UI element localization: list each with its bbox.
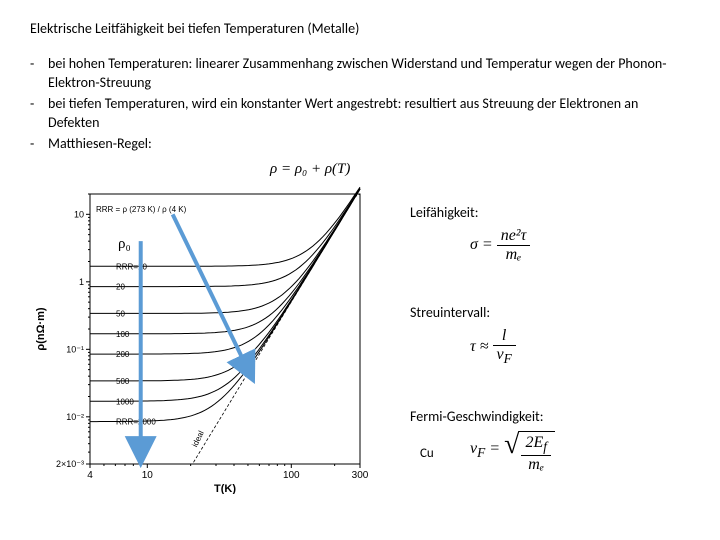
- svg-text:RRR=10: RRR=10: [116, 263, 147, 272]
- interval-section: Streuintervall: τ ≈ lvF: [410, 304, 555, 367]
- svg-text:1: 1: [79, 277, 84, 287]
- svg-text:10⁻¹: 10⁻¹: [66, 345, 84, 355]
- svg-text:T(K): T(K): [214, 483, 236, 494]
- svg-text:300: 300: [352, 470, 369, 481]
- list-item: -Matthiesen-Regel:: [30, 135, 690, 154]
- svg-text:10: 10: [74, 210, 84, 220]
- rho0-label: ρ₀: [118, 236, 131, 253]
- svg-text:500: 500: [116, 377, 130, 386]
- svg-text:10⁻²: 10⁻²: [66, 412, 84, 422]
- svg-text:RRR = ρ (273 K) / ρ (4 K): RRR = ρ (273 K) / ρ (4 K): [96, 205, 187, 214]
- fermi-section: Fermi-Geschwindigkeit: vF = √2Efmₑ: [410, 408, 555, 474]
- matthiesen-formula: ρ = ρ₀ + ρ(T): [270, 161, 690, 178]
- svg-text:50: 50: [116, 310, 125, 319]
- svg-text:1000: 1000: [116, 398, 134, 407]
- svg-text:ideal: ideal: [190, 430, 206, 449]
- list-item: -bei tiefen Temperaturen, wird ein konst…: [30, 95, 690, 133]
- svg-text:4: 4: [87, 470, 93, 481]
- conductivity-eq: σ = ne²τmₑ: [470, 227, 555, 264]
- svg-text:10: 10: [142, 470, 154, 481]
- fermi-label: Fermi-Geschwindigkeit:: [410, 408, 555, 425]
- interval-label: Streuintervall:: [410, 304, 555, 321]
- svg-text:20: 20: [116, 283, 125, 292]
- list-item: -bei hohen Temperaturen: linearer Zusamm…: [30, 55, 690, 93]
- resistivity-chart: 4 10 100 300 T(K) 2×10⁻³ 10⁻² 10⁻¹ 1 10 ρ(nΩ·m) RRR…: [30, 184, 370, 494]
- svg-text:100: 100: [116, 330, 130, 339]
- page-title: Elektrische Leitfähigkeit bei tiefen Tem…: [30, 20, 690, 37]
- svg-text:RRR=2000: RRR=2000: [116, 418, 156, 427]
- conductivity-label: Leifähigkeit:: [410, 204, 555, 221]
- svg-text:100: 100: [283, 470, 300, 481]
- interval-eq: τ ≈ lvF: [470, 327, 555, 367]
- svg-text:200: 200: [116, 351, 130, 360]
- svg-text:2×10⁻³: 2×10⁻³: [56, 459, 84, 469]
- cu-label: Cu: [420, 446, 434, 461]
- conductivity-section: Leifähigkeit: σ = ne²τmₑ: [410, 204, 555, 264]
- fermi-eq: vF = √2Efmₑ: [470, 431, 555, 474]
- bullet-list: -bei hohen Temperaturen: linearer Zusamm…: [30, 55, 690, 153]
- svg-text:ρ(nΩ·m): ρ(nΩ·m): [35, 308, 47, 351]
